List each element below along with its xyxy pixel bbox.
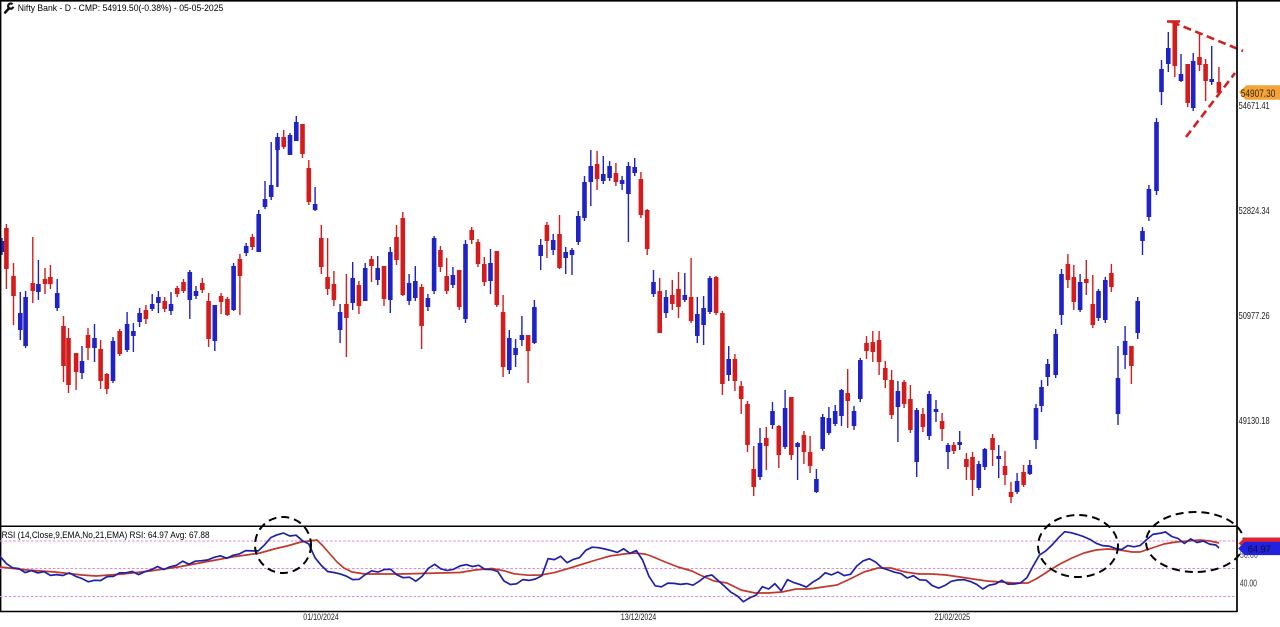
svg-text:Nifty Bank - D - CMP: 54919.50: Nifty Bank - D - CMP: 54919.50(-0.38%) -… xyxy=(18,3,224,13)
svg-text:52824.34: 52824.34 xyxy=(1239,206,1270,217)
svg-text:21/02/2025: 21/02/2025 xyxy=(935,612,971,622)
svg-text:13/12/2024: 13/12/2024 xyxy=(621,612,657,622)
svg-text:54907.30: 54907.30 xyxy=(1241,88,1276,100)
svg-text:01/10/2024: 01/10/2024 xyxy=(303,612,339,622)
svg-text:49130.18: 49130.18 xyxy=(1239,416,1270,427)
svg-text:40.00: 40.00 xyxy=(1240,578,1257,589)
svg-text:54671.41: 54671.41 xyxy=(1239,101,1270,112)
svg-text:64.97: 64.97 xyxy=(1248,543,1271,555)
svg-text:RSI (14,Close,9,EMA,No,21,EMA): RSI (14,Close,9,EMA,No,21,EMA) RSI: 64.9… xyxy=(2,530,210,540)
svg-text:50977.26: 50977.26 xyxy=(1239,311,1270,322)
